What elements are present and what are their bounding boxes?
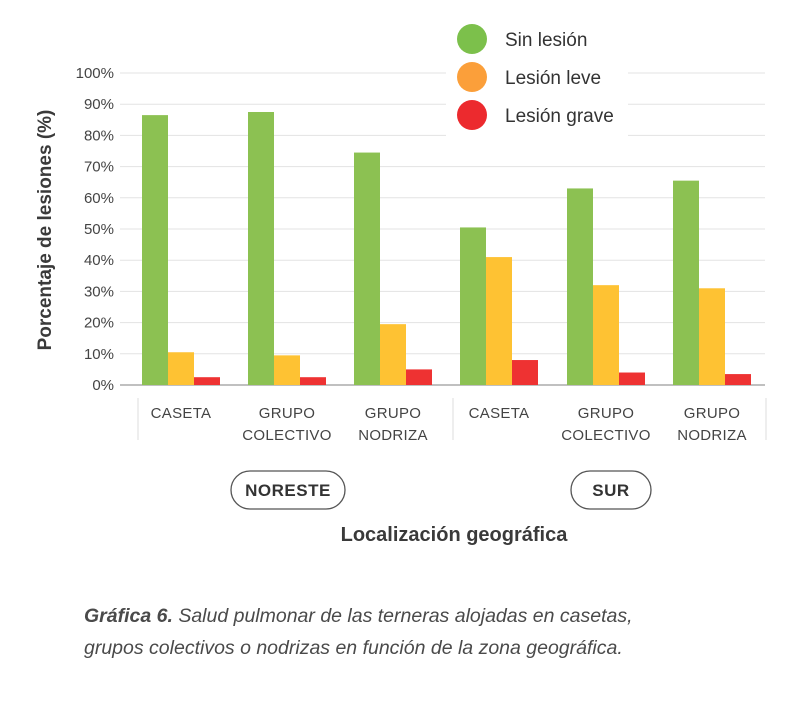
caption-line-2: grupos colectivos o nodrizas en función … [84,637,623,659]
bar-sin-lesin [460,227,486,385]
category-label: GRUPO [578,405,635,422]
region-badge [230,470,346,510]
bar-sin-lesin [354,152,380,385]
y-tick-label: 40% [84,252,114,269]
bar-lesin-grave [619,372,645,385]
y-tick-label: 90% [84,96,114,113]
y-axis-ticks: 0% 10% 20% 30% 40% 50% 60% 70% 80% 90% 100% [76,65,114,394]
bar-lesin-leve [168,352,194,385]
caption-label: Gráfica 6. [84,605,173,627]
legend-label: Lesión grave [505,106,614,127]
bar-lesin-leve [699,288,725,385]
legend-marker [457,24,487,54]
x-axis-label: Localización geográfica [341,524,569,546]
category-label: CASETA [469,405,530,422]
bar-chart: 0% 10% 20% 30% 40% 50% 60% 70% 80% 90% 100% CASETA… [35,18,767,546]
category-label: NODRIZA [677,427,747,444]
y-axis-label: Porcentaje de lesiones (%) [35,110,56,351]
y-tick-label: 50% [84,221,114,238]
category-label: GRUPO [365,405,422,422]
gridlines [120,72,765,386]
category-label: NODRIZA [358,427,428,444]
category-label: CASETA [151,405,212,422]
y-tick-label: 0% [92,377,114,394]
y-tick-label: 20% [84,315,114,332]
legend-label: Sin lesión [505,30,587,51]
bar-lesin-leve [593,285,619,385]
bar-sin-lesin [142,115,168,386]
bar-lesin-leve [274,355,300,385]
category-label: COLECTIVO [561,427,650,444]
bar-lesin-grave [406,369,432,385]
legend-label: Lesión leve [505,68,601,89]
bar-lesin-grave [725,374,751,385]
bar-lesin-leve [486,257,512,385]
legend-marker [457,62,487,92]
category-label: GRUPO [684,405,741,422]
bar-lesin-grave [300,377,326,385]
bar-sin-lesin [673,180,699,385]
y-tick-label: 80% [84,127,114,144]
region-label: SUR [592,481,629,500]
y-tick-label: 100% [76,65,114,82]
bar-lesin-leve [380,324,406,385]
bar-sin-lesin [567,188,593,385]
bar-lesin-grave [194,377,220,385]
legend: Sin lesión Lesión leve Lesión grave [446,18,628,140]
bar-sin-lesin [248,112,274,385]
y-tick-label: 60% [84,190,114,207]
region-badge [570,470,652,510]
bars [142,112,751,386]
region-label: NORESTE [245,481,331,500]
y-tick-label: 10% [84,346,114,363]
y-tick-label: 70% [84,159,114,176]
caption-line-1: Salud pulmonar de las terneras alojadas … [178,605,633,627]
region-labels: NORESTE SUR [230,470,652,510]
category-labels: CASETA GRUPO COLECTIVO GRUPO NODRIZA CASETA GR… [137,398,767,444]
bar-lesin-grave [512,360,538,385]
legend-marker [457,100,487,130]
y-tick-label: 30% [84,283,114,300]
category-label: GRUPO [259,405,316,422]
figure-caption: Gráfica 6. Salud pulmonar de las ternera… [84,600,784,664]
category-label: COLECTIVO [242,427,331,444]
